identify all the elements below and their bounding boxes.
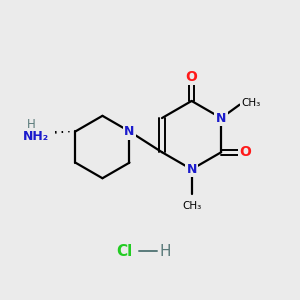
Text: NH₂: NH₂ [23,130,49,143]
Text: H: H [27,118,36,131]
Text: Cl: Cl [117,244,133,259]
Text: N: N [216,112,226,124]
Text: CH₃: CH₃ [182,201,201,211]
Text: CH₃: CH₃ [241,98,261,108]
Text: H: H [159,244,171,259]
Text: N: N [186,163,197,176]
Text: O: O [186,70,197,84]
Text: N: N [124,125,135,138]
Text: O: O [240,145,251,159]
